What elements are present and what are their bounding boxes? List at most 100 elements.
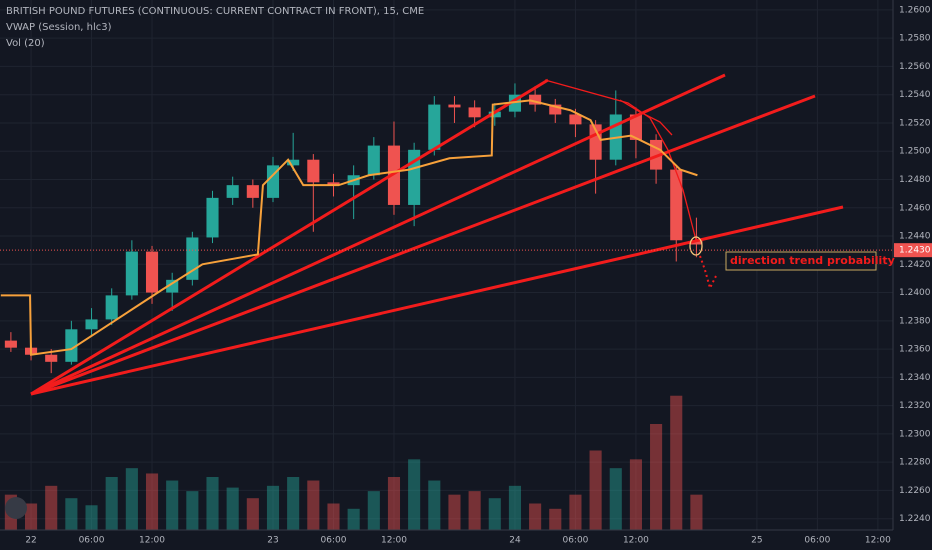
volume-bar: [226, 487, 239, 530]
overlay: [0, 99, 893, 356]
candle-body: [327, 182, 340, 186]
x-tick-label: 22: [25, 536, 36, 546]
sketch-line: [619, 99, 673, 136]
trend-line: [30, 73, 726, 396]
x-tick-label: 06:00: [562, 536, 588, 546]
volume-bar: [246, 498, 259, 530]
volume-bar: [629, 459, 642, 530]
candle-body: [65, 329, 78, 362]
volume-bar: [650, 424, 663, 530]
volume-bar: [609, 468, 622, 530]
candle-body: [246, 185, 259, 198]
volume-bar: [266, 485, 280, 530]
x-tick-label: 24: [509, 536, 521, 546]
y-tick-label: 1.2260: [899, 486, 931, 496]
trend-lines: [30, 73, 844, 396]
volume-bar: [488, 498, 501, 530]
x-tick-label: 25: [751, 536, 762, 546]
volume-bar: [347, 508, 360, 530]
candle-body: [287, 159, 300, 166]
candle-body: [226, 185, 239, 198]
candle-body: [629, 114, 642, 140]
y-tick-label: 1.2280: [899, 458, 931, 468]
candle-body: [85, 319, 98, 330]
price-label: 1.2430: [899, 246, 931, 256]
x-tick-label: 12:00: [381, 536, 407, 546]
y-tick-label: 1.2300: [899, 429, 931, 439]
volume-bar: [287, 477, 300, 530]
y-tick-label: 1.2400: [899, 288, 931, 298]
candle-body: [529, 94, 542, 105]
annotation-box: [725, 251, 877, 271]
y-tick-label: 1.2540: [899, 90, 931, 100]
x-tick-label: 23: [267, 536, 278, 546]
volume-bar: [468, 491, 481, 530]
volume-bar: [569, 494, 582, 530]
volume-bar: [307, 480, 320, 530]
volume-bar: [85, 505, 98, 530]
annotation: direction trend probability: [730, 254, 895, 267]
trend-line: [30, 94, 816, 396]
x-tick-label: 12:00: [139, 536, 165, 546]
y-tick-label: 1.2320: [899, 401, 931, 411]
candle-body: [166, 279, 179, 293]
price-label-bg: [894, 243, 932, 258]
candle-body: [448, 104, 461, 108]
volume-bar: [145, 473, 159, 530]
volume-bar: [589, 450, 602, 530]
y-tick-label: 1.2440: [899, 232, 931, 242]
trend-line: [30, 78, 549, 396]
volume-bar: [65, 498, 78, 530]
volume-layer: [4, 395, 703, 530]
candle-body: [468, 107, 481, 118]
volume-bar: [448, 494, 461, 530]
candle-body: [45, 354, 58, 362]
indicator-label: VWAP (Session, hlc3): [6, 22, 112, 33]
volume-bar: [690, 494, 703, 530]
y-tick-label: 1.2460: [899, 203, 931, 213]
volume-bar: [206, 477, 219, 530]
candle-body: [125, 251, 138, 296]
volume-bar: [25, 503, 38, 530]
y-tick-label: 1.2520: [899, 118, 931, 128]
volume-bar: [327, 503, 340, 530]
candle-body: [145, 251, 159, 293]
y-tick-label: 1.2340: [899, 373, 931, 383]
y-tick-label: 1.2500: [899, 147, 931, 157]
y-tick-label: 1.2580: [899, 34, 931, 44]
volume-bar: [549, 508, 562, 530]
volume-bar: [428, 480, 441, 530]
volume-bar: [670, 395, 683, 530]
volume-bar: [408, 459, 421, 530]
x-tick-label: 06:00: [804, 536, 830, 546]
trend-line: [30, 205, 844, 396]
indicator-label: Vol (20): [6, 38, 45, 49]
volume-bar: [105, 477, 118, 530]
y-tick-label: 1.2480: [899, 175, 931, 185]
y-tick-label: 1.2360: [899, 345, 931, 355]
vwap-line: [0, 99, 698, 356]
x-tick-label: 06:00: [321, 536, 347, 546]
x-tick-label: 12:00: [623, 536, 649, 546]
volume-bar: [125, 468, 138, 530]
volume-bar: [529, 503, 542, 530]
volume-bar: [508, 485, 522, 530]
price-axis: [893, 0, 932, 530]
candle-body: [569, 114, 582, 125]
y-tick-label: 1.2240: [899, 514, 931, 524]
dotted-projection: [699, 255, 717, 291]
candle-body: [4, 340, 17, 348]
candle-body: [549, 104, 562, 115]
axes: 1.2240 1.2260 1.2280 1.2300 1.2320 1.2340 1.23…: [25, 5, 932, 546]
volume-bar: [387, 477, 401, 530]
candle-body: [670, 169, 683, 241]
y-tick-label: 1.2600: [899, 5, 931, 15]
candle-body: [690, 240, 703, 245]
path-sketch: [544, 79, 717, 291]
candle-body: [105, 295, 118, 320]
y-tick-label: 1.2380: [899, 316, 931, 326]
candle-body: [266, 165, 280, 198]
y-tick-label: 1.2560: [899, 62, 931, 72]
